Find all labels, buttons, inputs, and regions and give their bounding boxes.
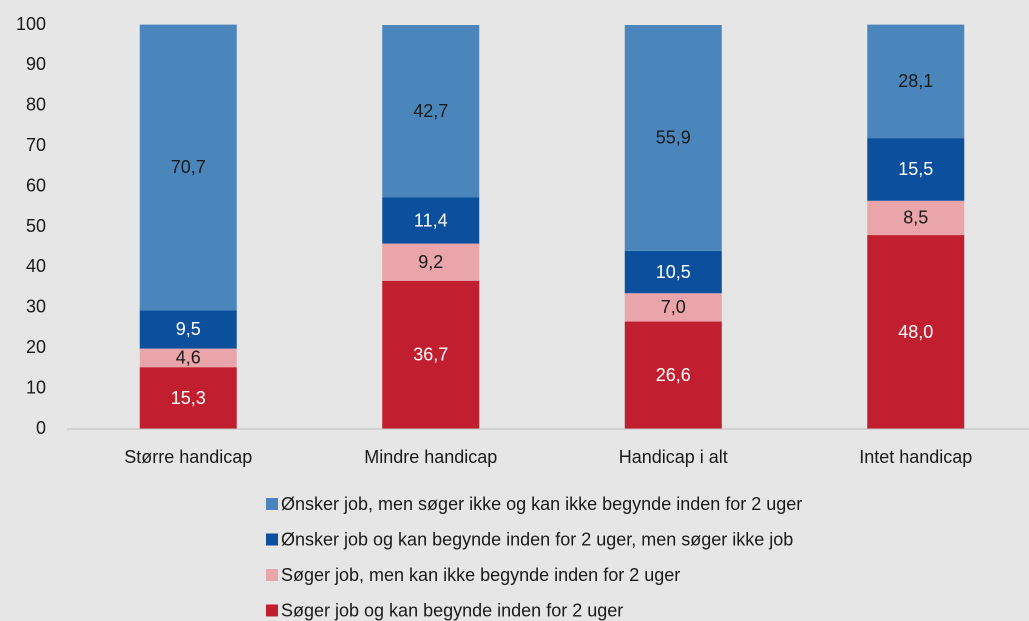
- value-label: 9,5: [176, 319, 201, 339]
- legend-label: Ønsker job og kan begynde inden for 2 ug…: [281, 529, 793, 549]
- bar-segment: [139, 310, 237, 349]
- y-tick-label: 60: [26, 175, 46, 195]
- bar-segment: [382, 25, 480, 198]
- bar-segment: [867, 138, 965, 201]
- value-label: 10,5: [656, 262, 691, 282]
- value-label: 11,4: [414, 210, 448, 230]
- y-tick-label: 10: [26, 377, 46, 397]
- legend-label: Ønsker job, men søger ikke og kan ikke b…: [281, 494, 802, 514]
- bar-segment: [867, 235, 965, 429]
- x-tick-label: Intet handicap: [859, 447, 972, 467]
- bar-segment: [382, 280, 480, 429]
- bar-segment: [382, 243, 480, 281]
- bar-segment: [867, 200, 965, 236]
- y-tick-label: 80: [26, 95, 46, 115]
- legend-label: Søger job, men kan ikke begynde inden fo…: [281, 565, 680, 585]
- y-tick-label: 50: [26, 216, 46, 236]
- legend-swatch: [266, 604, 278, 617]
- value-label: 26,6: [656, 365, 691, 385]
- y-tick-label: 100: [16, 14, 46, 34]
- value-label: 8,5: [903, 208, 928, 228]
- value-label: 9,2: [418, 252, 443, 272]
- x-tick-label: Handicap i alt: [619, 447, 728, 467]
- bar-segment: [139, 24, 237, 311]
- y-tick-label: 30: [26, 297, 46, 317]
- legend-label: Søger job og kan begynde inden for 2 uge…: [281, 600, 623, 620]
- bar-segment: [624, 25, 722, 251]
- y-tick-label: 40: [26, 256, 46, 276]
- value-label: 36,7: [413, 345, 448, 365]
- bar-segment: [139, 367, 237, 429]
- value-label: 55,9: [656, 128, 691, 148]
- y-tick-label: 20: [26, 337, 46, 357]
- value-label: 7,0: [661, 297, 686, 317]
- x-tick-label: Større handicap: [124, 447, 252, 467]
- value-label: 28,1: [898, 71, 933, 91]
- y-tick-label: 90: [26, 54, 46, 74]
- value-label: 48,0: [898, 322, 933, 342]
- legend-swatch: [266, 533, 278, 546]
- x-tick-label: Mindre handicap: [364, 447, 497, 467]
- legend-swatch: [266, 498, 278, 510]
- bar-segment: [624, 250, 722, 294]
- bar-segment: [867, 24, 965, 139]
- y-tick-label: 0: [36, 418, 46, 438]
- bar-segment: [382, 197, 480, 244]
- y-tick-label: 70: [26, 135, 46, 155]
- bar-segment: [624, 321, 722, 429]
- value-label: 15,5: [898, 159, 933, 179]
- bar-segment: [139, 348, 237, 368]
- bar-segment: [624, 293, 722, 322]
- value-label: 15,3: [171, 388, 206, 408]
- value-label: 70,7: [171, 157, 206, 177]
- value-label: 42,7: [413, 101, 448, 121]
- legend-swatch: [266, 569, 278, 581]
- value-label: 4,6: [176, 348, 201, 368]
